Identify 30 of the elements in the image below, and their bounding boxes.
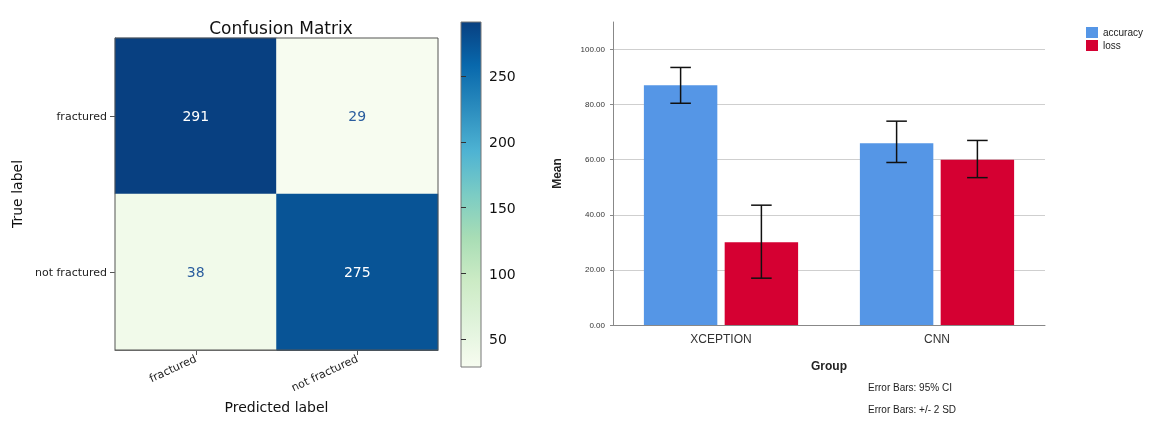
y-tick-label: 60.00: [584, 155, 606, 165]
legend-label: loss: [1102, 40, 1121, 51]
bar: [940, 159, 1015, 325]
bar: [724, 242, 799, 325]
data-label: 275: [343, 264, 371, 280]
y-tick-label: 100.00: [580, 45, 606, 55]
bar: [643, 85, 718, 325]
data-label: 291: [182, 108, 210, 124]
x-tick-label: XCEPTION: [690, 332, 752, 346]
color-bar-label: 200: [489, 133, 516, 150]
text: Error Bars: 95% CI: [868, 381, 952, 393]
y-tick-label: 0.00: [589, 320, 606, 330]
color-bar-label: 150: [489, 199, 516, 216]
color-bar-label: 250: [489, 67, 516, 84]
y-tick-label: 80.00: [584, 100, 606, 110]
x-tick-label: CNN: [924, 332, 950, 346]
bar: [859, 143, 934, 325]
text: Error Bars: +/- 2 SD: [868, 403, 957, 415]
y-axis-title: True label: [9, 159, 26, 230]
data-label: 38: [186, 264, 205, 280]
y-tick-label: 20.00: [584, 265, 606, 275]
color-bar-label: 100: [489, 265, 516, 282]
data-label: 29: [348, 108, 367, 124]
chart-title: Confusion Matrix: [209, 17, 353, 38]
x-axis-title: Group: [811, 359, 847, 373]
x-axis-title: Predicted label: [224, 399, 329, 415]
y-tick-label: 40.00: [584, 210, 606, 220]
legend-label: accuracy: [1102, 27, 1143, 38]
color-bar-label: 50: [489, 331, 507, 348]
y-axis-title: Mean: [550, 158, 564, 189]
